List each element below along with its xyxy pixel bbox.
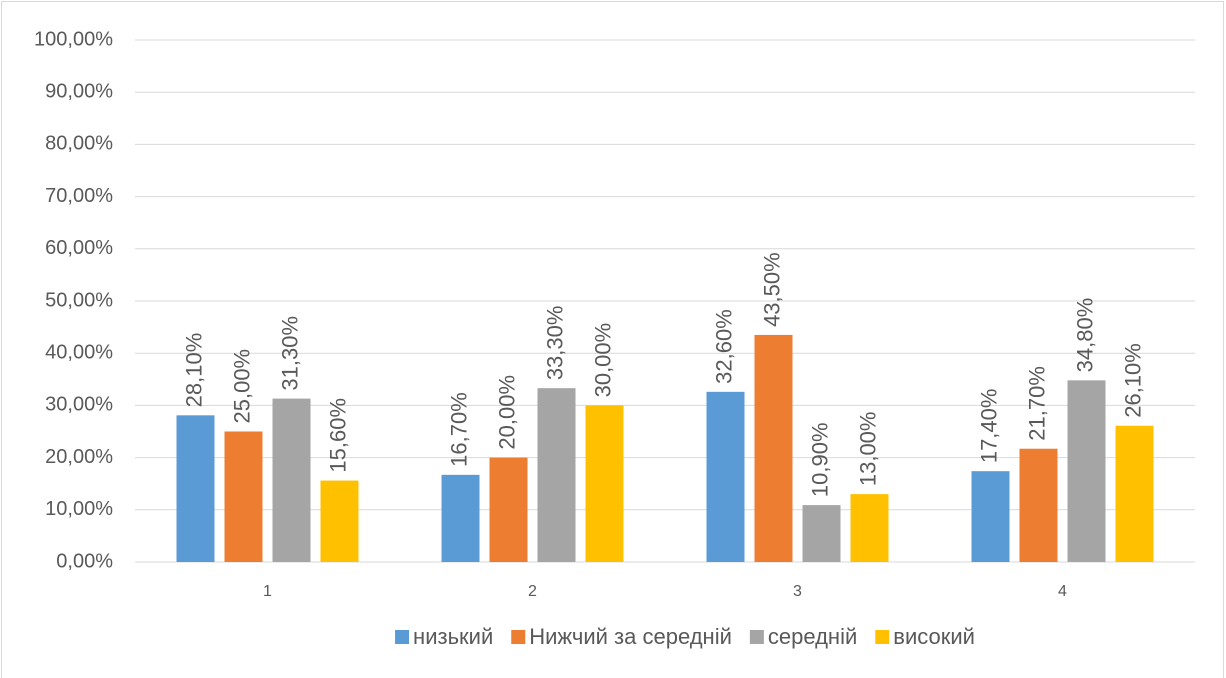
data-label: 30,00% — [590, 323, 615, 398]
legend-label: середній — [768, 624, 857, 649]
bar — [1019, 448, 1058, 562]
data-label: 33,30% — [542, 306, 567, 381]
data-label: 34,80% — [1072, 298, 1097, 373]
data-label: 20,00% — [494, 375, 519, 450]
data-label: 16,70% — [446, 392, 471, 467]
data-label: 25,00% — [229, 349, 254, 424]
y-tick-label: 80,00% — [45, 133, 113, 155]
bar — [537, 388, 576, 562]
y-tick-label: 30,00% — [45, 394, 113, 416]
data-label: 26,10% — [1120, 343, 1145, 418]
bar — [489, 457, 528, 562]
legend-swatch — [749, 630, 764, 644]
data-label: 21,70% — [1024, 366, 1049, 441]
y-tick-label: 10,00% — [45, 498, 113, 520]
bar — [754, 334, 793, 562]
bar — [706, 391, 745, 562]
bar — [441, 474, 480, 562]
y-tick-label: 40,00% — [45, 341, 113, 363]
legend-label: високий — [893, 624, 975, 649]
y-tick-label: 90,00% — [45, 80, 113, 102]
bar — [176, 415, 215, 562]
bar — [585, 405, 624, 562]
bar — [272, 398, 311, 562]
bar — [1067, 380, 1106, 562]
legend-swatch — [511, 630, 526, 644]
data-label: 43,50% — [759, 252, 784, 327]
bar — [971, 471, 1010, 562]
data-label: 31,30% — [277, 316, 302, 391]
data-label: 10,90% — [807, 422, 832, 497]
x-tick-label: 4 — [1058, 583, 1067, 600]
x-tick-label: 2 — [528, 583, 537, 600]
y-tick-label: 20,00% — [45, 446, 113, 468]
bar — [1115, 425, 1154, 562]
bar — [802, 505, 841, 562]
y-tick-label: 0,00% — [56, 550, 113, 572]
y-tick-label: 70,00% — [45, 185, 113, 207]
bar — [224, 431, 263, 562]
y-tick-label: 100,00% — [34, 28, 113, 50]
data-label: 15,60% — [325, 398, 350, 473]
legend-label: низький — [413, 624, 493, 649]
x-tick-label: 1 — [263, 583, 272, 600]
y-tick-label: 50,00% — [45, 289, 113, 311]
legend-label: Нижчий за середній — [529, 624, 732, 649]
x-tick-label: 3 — [793, 583, 802, 600]
legend-swatch — [875, 630, 890, 644]
data-label: 28,10% — [181, 333, 206, 408]
y-tick-label: 60,00% — [45, 237, 113, 259]
bar — [320, 480, 359, 562]
data-label: 32,60% — [711, 309, 736, 384]
legend-swatch — [395, 630, 410, 644]
data-label: 17,40% — [976, 389, 1001, 464]
data-label: 13,00% — [855, 412, 880, 487]
bar — [850, 494, 889, 562]
